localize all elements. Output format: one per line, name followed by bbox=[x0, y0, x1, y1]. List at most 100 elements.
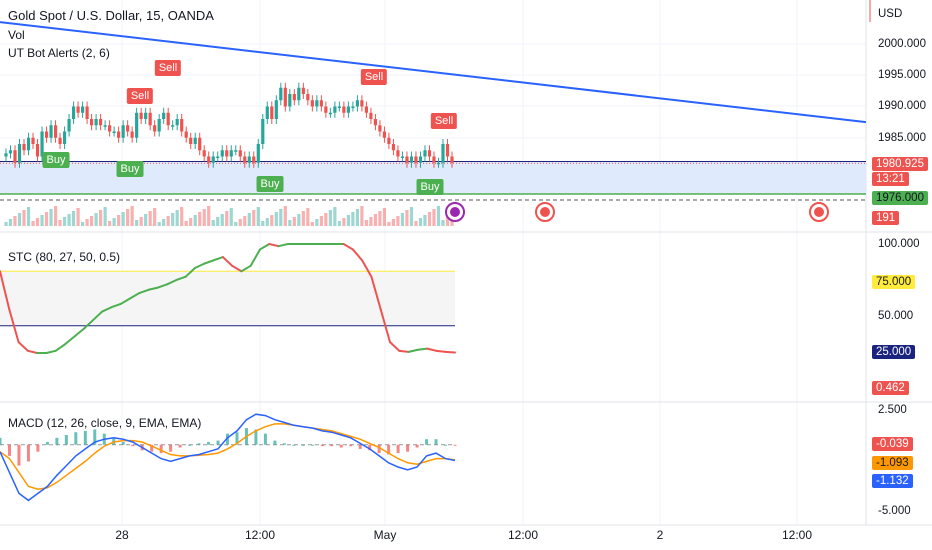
volume-bar bbox=[405, 210, 409, 226]
stc-line-segment bbox=[73, 328, 85, 338]
volume-bar bbox=[252, 210, 256, 226]
volume-bar bbox=[310, 222, 314, 226]
stc-line-segment bbox=[249, 248, 261, 267]
volume-bar bbox=[396, 216, 400, 226]
stc-line-segment bbox=[101, 306, 113, 313]
volume-bar bbox=[112, 218, 116, 226]
candle-body bbox=[153, 125, 157, 132]
volume-bar bbox=[67, 214, 71, 226]
candle-body bbox=[238, 150, 242, 157]
volume-bar bbox=[243, 216, 247, 226]
stc-line-segment bbox=[268, 243, 280, 248]
volume-bar bbox=[270, 215, 274, 226]
candle-body bbox=[26, 137, 31, 151]
volume-bar bbox=[328, 210, 332, 226]
volume-bar bbox=[40, 215, 44, 226]
volume-bar bbox=[148, 211, 152, 226]
stc-line-segment bbox=[166, 278, 178, 286]
macd-histogram-bar bbox=[301, 444, 305, 446]
candle-body bbox=[279, 87, 283, 101]
candle-body bbox=[378, 125, 382, 132]
buy-signal-label[interactable]: Buy bbox=[256, 176, 284, 193]
currency-label[interactable]: USD bbox=[878, 8, 903, 20]
macd-histogram-bar bbox=[150, 444, 154, 452]
volume-bar bbox=[220, 214, 224, 226]
candle-body bbox=[121, 125, 125, 138]
candle-body bbox=[135, 112, 139, 138]
volume-bar bbox=[297, 214, 301, 226]
volume-bar bbox=[99, 210, 103, 226]
volume-bar bbox=[4, 222, 8, 226]
candle-body bbox=[265, 106, 269, 119]
candle-body bbox=[189, 137, 193, 144]
candle-body bbox=[360, 100, 364, 107]
volume-bar bbox=[184, 221, 188, 226]
legend-stc[interactable]: STC (80, 27, 50, 0.5) bbox=[8, 250, 121, 264]
macd-signal-tag: -1.093 bbox=[872, 456, 913, 470]
volume-bar bbox=[35, 218, 40, 226]
legend-ut-bot[interactable]: UT Bot Alerts (2, 6) bbox=[8, 46, 110, 60]
candle-body bbox=[148, 112, 152, 126]
x-tick: 2 bbox=[656, 528, 664, 542]
stc-band bbox=[0, 271, 455, 326]
macd-histogram-bar bbox=[444, 444, 448, 446]
candle-body bbox=[220, 150, 224, 157]
stc-tick: 50.000 bbox=[878, 310, 914, 322]
legend-macd[interactable]: MACD (12, 26, close, 9, EMA, EMA) bbox=[8, 416, 202, 430]
volume-bar bbox=[427, 212, 432, 226]
buy-signal-label[interactable]: Buy bbox=[42, 152, 70, 169]
macd-histogram-bar bbox=[292, 444, 296, 446]
candle-body bbox=[99, 119, 103, 126]
stc-line-segment bbox=[231, 264, 243, 273]
candle-body bbox=[310, 100, 314, 107]
candle-body bbox=[252, 156, 256, 163]
volume-bar bbox=[31, 221, 35, 226]
volume-bar bbox=[418, 218, 423, 226]
sell-signal-label[interactable]: Sell bbox=[126, 87, 154, 104]
sell-signal-label[interactable]: Sell bbox=[430, 112, 458, 129]
volume-bar bbox=[89, 216, 94, 226]
volume-bar bbox=[247, 213, 251, 226]
buy-signal-label[interactable]: Buy bbox=[416, 179, 444, 196]
stc-line-segment bbox=[426, 347, 438, 352]
candle-body bbox=[270, 106, 274, 119]
candle-body bbox=[436, 162, 441, 165]
candle-body bbox=[387, 137, 391, 144]
sell-signal-label[interactable]: Sell bbox=[154, 59, 182, 76]
macd-histogram-bar bbox=[26, 444, 30, 462]
candle-body bbox=[85, 106, 89, 119]
macd-tick: 2.500 bbox=[878, 404, 907, 416]
volume-bar bbox=[414, 221, 418, 226]
chart-title: Gold Spot / U.S. Dollar, 15, OANDA bbox=[8, 8, 214, 23]
volume-bar bbox=[108, 221, 112, 226]
macd-histogram-bar bbox=[74, 432, 78, 445]
event-marker-dot bbox=[540, 207, 550, 217]
volume-bar bbox=[319, 216, 323, 226]
macd-histogram-bar bbox=[93, 429, 97, 445]
candle-body bbox=[162, 112, 166, 119]
macd-histogram-bar bbox=[254, 429, 258, 445]
macd-histogram-bar bbox=[358, 444, 362, 449]
buy-signal-label[interactable]: Buy bbox=[116, 160, 144, 177]
stc-line-segment bbox=[407, 348, 419, 353]
volume-bar bbox=[333, 207, 337, 226]
candle-body bbox=[139, 112, 143, 119]
candle-body bbox=[409, 156, 414, 163]
sell-signal-label[interactable]: Sell bbox=[360, 68, 388, 85]
candle-body bbox=[49, 125, 53, 138]
volume-bar bbox=[53, 206, 58, 226]
candle-body bbox=[62, 131, 67, 144]
candle-body bbox=[328, 112, 332, 115]
stc-line-segment bbox=[221, 256, 234, 267]
volume-bar bbox=[62, 217, 67, 226]
macd-histogram-bar bbox=[415, 444, 419, 448]
legend-vol[interactable]: Vol bbox=[8, 28, 25, 42]
stc-line-segment bbox=[259, 243, 271, 251]
volume-bar bbox=[234, 222, 238, 226]
candle-body bbox=[292, 94, 296, 101]
candle-body bbox=[171, 125, 175, 127]
volume-bar bbox=[216, 217, 220, 226]
candle-body bbox=[351, 106, 355, 108]
stc-line-segment bbox=[129, 292, 141, 300]
